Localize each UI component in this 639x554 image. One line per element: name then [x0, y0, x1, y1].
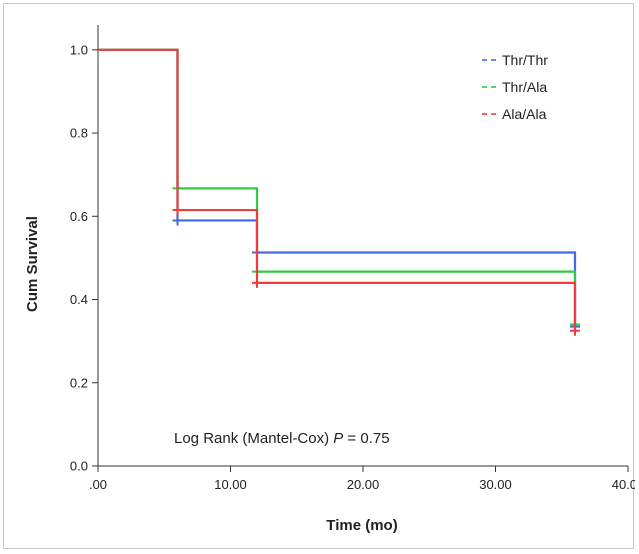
- censor-mark: [172, 215, 183, 226]
- survival-chart: 0.0 0.2 0.4 0.6 0.8 1.0 .00 10.00 20.00 30.00 40.0…: [24, 25, 635, 534]
- y-tick-label: 0.2: [70, 375, 88, 390]
- annotation-p-symbol: P: [333, 430, 343, 447]
- y-tick-label: 0.6: [70, 209, 88, 224]
- censor-mark: [252, 277, 262, 288]
- x-tick-label: 10.00: [214, 477, 247, 492]
- series-ala-ala: [98, 48, 580, 336]
- legend-label: Ala/Ala: [502, 106, 547, 122]
- y-tick-label: 0.0: [70, 459, 88, 474]
- chart-frame: 0.0 0.2 0.4 0.6 0.8 1.0 .00 10.00 20.00 30.00 40.0…: [3, 3, 635, 549]
- censor-mark: [570, 325, 580, 336]
- y-tick-label: 0.4: [70, 292, 88, 307]
- x-tick-label: 30.00: [479, 477, 512, 492]
- y-tick-label: 0.8: [70, 126, 88, 141]
- y-axis-title: Cum Survival: [24, 216, 41, 312]
- x-tick-label: .00: [89, 477, 107, 492]
- x-tick-label: 40.00: [612, 477, 635, 492]
- survival-step-line: [98, 48, 577, 331]
- legend-label: Thr/Ala: [502, 79, 547, 95]
- annotation-prefix: Log Rank (Mantel-Cox): [174, 430, 333, 447]
- y-tick-label: 1.0: [70, 42, 88, 57]
- log-rank-annotation: Log Rank (Mantel-Cox) P = 0.75: [174, 430, 390, 447]
- censor-mark: [172, 205, 183, 216]
- x-axis-title: Time (mo): [326, 517, 397, 534]
- legend-label: Thr/Thr: [502, 52, 548, 68]
- annotation-suffix: = 0.75: [343, 430, 389, 447]
- x-tick-label: 20.00: [347, 477, 380, 492]
